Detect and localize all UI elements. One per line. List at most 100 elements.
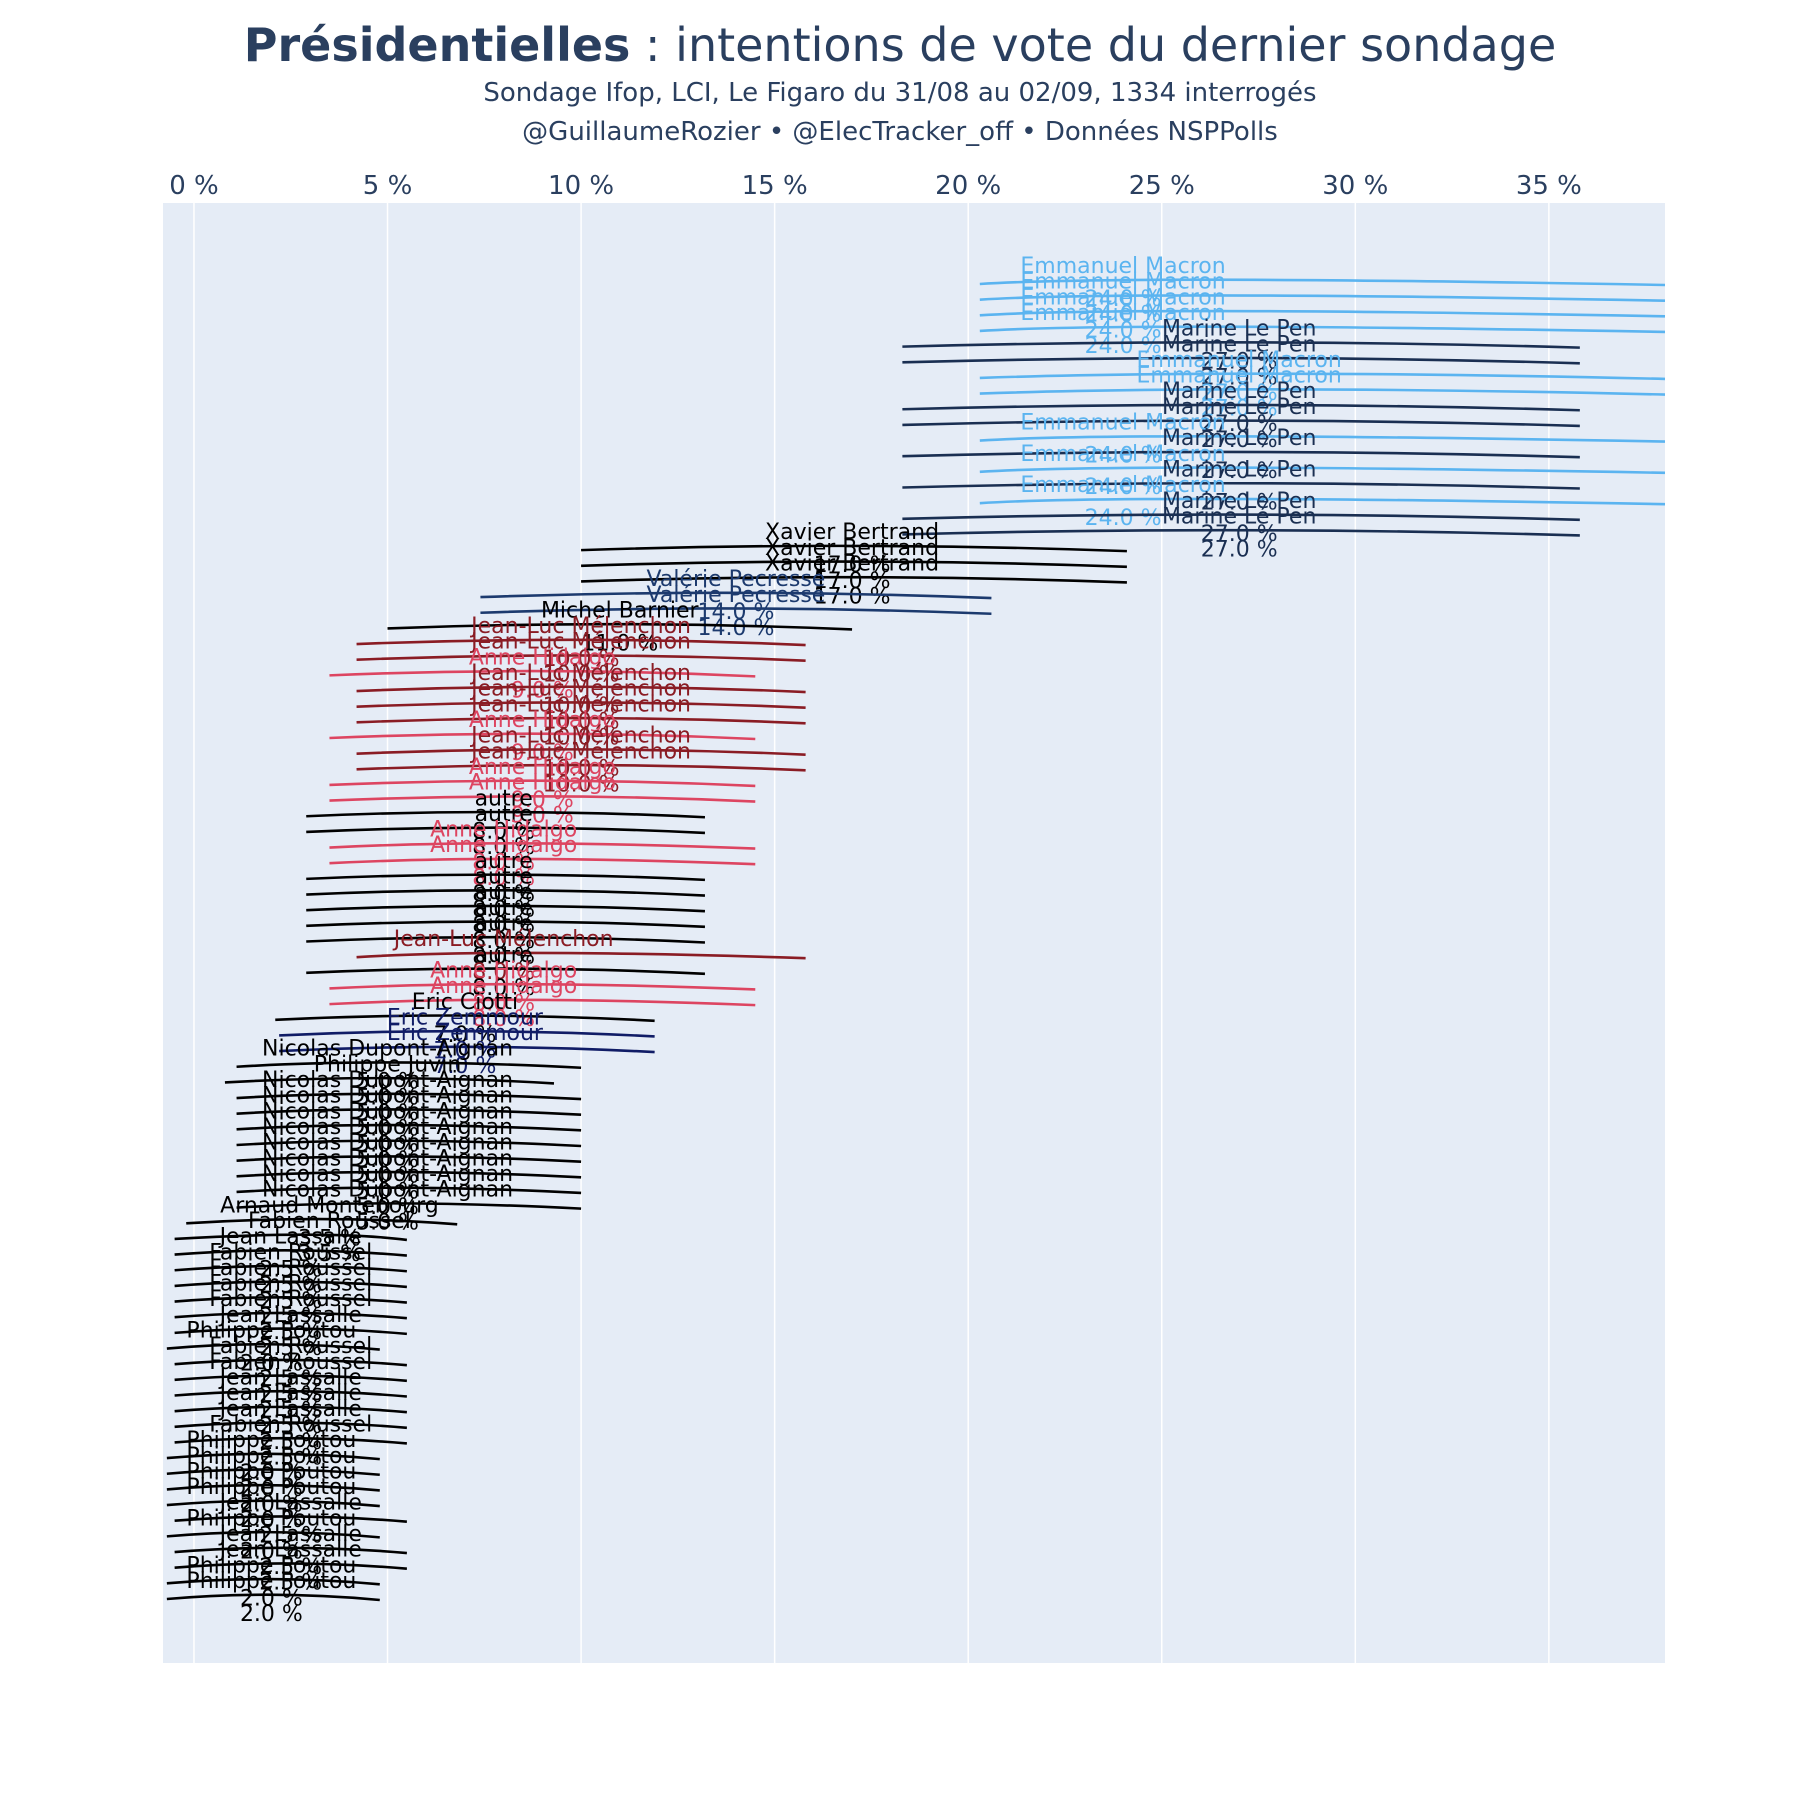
interval-line	[356, 654, 806, 663]
value-label: 5.0 %	[356, 1070, 419, 1095]
value-label: 5.0 %	[356, 1179, 419, 1204]
interval-line	[902, 419, 1580, 428]
interval-line	[174, 1327, 407, 1336]
value-label: 2.5 %	[259, 1305, 322, 1330]
x-tick-label: 30 %	[1322, 171, 1388, 201]
interval-line	[174, 1515, 407, 1524]
value-label: 2.0 %	[240, 1352, 303, 1377]
candidate-label: Anne Hidalgo	[430, 833, 577, 858]
interval-line	[279, 1045, 655, 1054]
candidate-label: Anne Hidalgo	[430, 818, 577, 843]
x-tick-label: 35 %	[1516, 171, 1582, 201]
value-label: 7.0 %	[434, 1038, 497, 1063]
candidate-label: Valérie Pecresse	[647, 567, 826, 592]
candidate-label: autre	[475, 802, 533, 827]
candidate-label: Jean Lassalle	[218, 1522, 362, 1547]
interval-line	[329, 857, 756, 866]
value-label: 2.0 %	[240, 1477, 303, 1502]
value-label: 9.0 %	[511, 741, 574, 766]
interval-line	[236, 1155, 582, 1163]
interval-line	[236, 1139, 582, 1148]
candidate-label: Emmanuel Macron	[1020, 270, 1225, 295]
interval-line	[236, 1092, 582, 1101]
interval-line	[174, 1436, 407, 1445]
data-point: Arnaud Montebourg 3.5 %	[186, 1193, 458, 1251]
data-point: Philippe Poutou 2.0 %	[166, 1319, 380, 1377]
value-label: 27.0 %	[1201, 428, 1278, 453]
candidate-label: Philippe Poutou	[186, 1319, 356, 1344]
data-point: Eric Ciotti 7.0 %	[275, 990, 655, 1048]
interval-line	[329, 779, 756, 788]
value-label: 2.0 %	[240, 1602, 303, 1627]
interval-line	[356, 638, 806, 647]
interval-line	[581, 560, 1127, 569]
data-point: Jean Lassalle 2.5 %	[174, 1225, 407, 1283]
candidate-label: Fabien Roussel	[209, 1256, 372, 1281]
chart-credits: @GuillaumeRozier • @ElecTracker_off • Do…	[522, 117, 1278, 147]
candidate-label: Philippe Poutou	[186, 1475, 356, 1500]
candidate-label: Jean-Luc Mélenchon	[469, 677, 691, 702]
interval-line	[902, 356, 1580, 365]
value-label: 2.0 %	[240, 1492, 303, 1517]
candidate-label: Xavier Bertrand	[765, 520, 939, 545]
interval-line	[236, 1123, 582, 1132]
candidate-label: Emmanuel Macron	[1020, 285, 1225, 310]
candidate-label: Marine Le Pen	[1162, 395, 1316, 420]
candidate-label: Emmanuel Macron	[1020, 473, 1225, 498]
x-tick-label: 10 %	[548, 171, 614, 201]
value-label: 27.0 %	[1201, 365, 1278, 390]
interval-line	[329, 982, 756, 991]
candidate-label: autre	[475, 865, 533, 890]
candidate-label: autre	[475, 912, 533, 937]
interval-line	[902, 403, 1580, 412]
value-label: 2.5 %	[259, 1414, 322, 1439]
x-tick-label: 20 %	[935, 171, 1001, 201]
interval-line	[480, 591, 992, 600]
value-label: 27.0 %	[1201, 412, 1278, 437]
value-label: 10.0 %	[543, 663, 620, 688]
value-label: 10.0 %	[543, 710, 620, 735]
interval-line	[174, 1358, 407, 1367]
value-label: 27.0 %	[1201, 397, 1278, 422]
interval-line	[306, 810, 706, 819]
candidate-label: Jean-Luc Mélenchon	[469, 661, 691, 686]
candidate-label: Marine Le Pen	[1162, 504, 1316, 529]
value-label: 10.0 %	[543, 725, 620, 750]
value-label: 10.0 %	[543, 647, 620, 672]
candidate-label: Jean-Luc Mélenchon	[469, 724, 691, 749]
value-label: 2.5 %	[259, 1524, 322, 1549]
value-label: 5.0 %	[356, 1117, 419, 1142]
value-label: 9.0 %	[511, 678, 574, 703]
candidate-label: autre	[475, 849, 533, 874]
interval-line	[480, 607, 992, 616]
candidate-label: Marine Le Pen	[1162, 379, 1316, 404]
value-label: 2.0 %	[240, 1586, 303, 1611]
interval-line	[306, 826, 706, 835]
candidate-label: Nicolas Dupont-Aignan	[262, 1146, 513, 1171]
value-label: 2.5 %	[259, 1336, 322, 1361]
candidate-label: Emmanuel Macron	[1020, 254, 1225, 279]
interval-line	[902, 450, 1580, 459]
